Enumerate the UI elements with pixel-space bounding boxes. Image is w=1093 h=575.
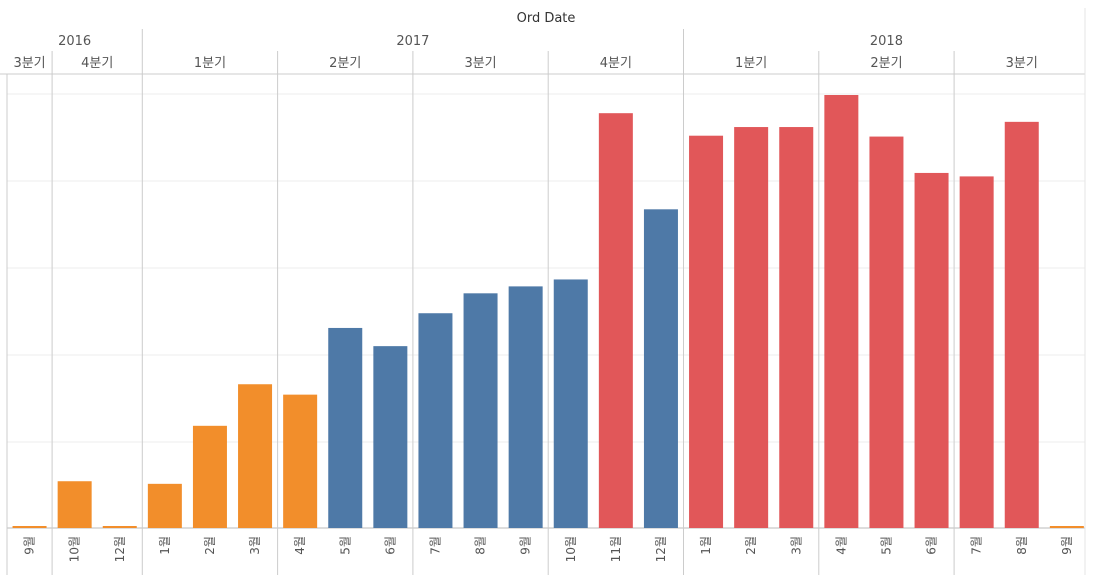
- month-label: 7월: [970, 536, 984, 555]
- quarter-label: 2분기: [870, 56, 902, 71]
- bar: [598, 113, 633, 528]
- year-label: 2016: [58, 34, 91, 49]
- month-label: 3월: [248, 536, 262, 555]
- quarter-label: 4분기: [81, 56, 113, 71]
- month-label: 7월: [428, 536, 442, 555]
- month-label: 4월: [834, 536, 848, 555]
- bar: [418, 313, 453, 528]
- month-label: 9월: [519, 536, 533, 555]
- bar: [463, 293, 498, 528]
- month-label: 12월: [654, 536, 668, 562]
- bar: [328, 327, 363, 528]
- bar: [734, 127, 769, 529]
- month-label: 9월: [23, 536, 37, 555]
- gridlines: [7, 93, 1085, 529]
- bar: [779, 127, 814, 529]
- bar: [192, 425, 227, 528]
- quarter-label: 2분기: [329, 56, 361, 71]
- month-label: 11월: [609, 536, 623, 562]
- quarter-label: 1분기: [194, 56, 226, 71]
- quarter-label: 3분기: [464, 56, 496, 71]
- bar: [373, 346, 408, 528]
- bar: [824, 95, 859, 528]
- quarter-label: 1분기: [735, 56, 767, 71]
- bar: [57, 481, 92, 528]
- year-label: 2017: [396, 34, 429, 49]
- month-label: 10월: [68, 536, 82, 562]
- month-label: 6월: [383, 536, 397, 555]
- bar: [147, 483, 182, 528]
- month-label: 3월: [789, 536, 803, 555]
- bar: [102, 526, 137, 528]
- bar: [553, 279, 588, 528]
- quarter-label: 4분기: [600, 56, 632, 71]
- month-label: 12월: [113, 536, 127, 562]
- bar: [689, 135, 724, 528]
- bar: [643, 209, 678, 528]
- month-label: 2월: [744, 536, 758, 555]
- month-label: 1월: [158, 536, 172, 555]
- quarter-label: 3분기: [13, 56, 45, 71]
- chart-title: Ord Date: [517, 11, 576, 26]
- bar: [869, 136, 904, 528]
- bar: [1049, 526, 1084, 528]
- bar: [12, 526, 47, 528]
- bar: [283, 394, 318, 528]
- bar: [914, 172, 949, 528]
- month-label: 4월: [293, 536, 307, 555]
- quarter-label: 3분기: [1006, 56, 1038, 71]
- month-label: 8월: [1015, 536, 1029, 555]
- month-label: 5월: [338, 536, 352, 555]
- bar: [508, 286, 543, 528]
- month-label: 2월: [203, 536, 217, 555]
- month-label: 5월: [879, 536, 893, 555]
- month-label: 10월: [564, 536, 578, 562]
- bar: [238, 384, 273, 528]
- year-label: 2018: [870, 34, 903, 49]
- month-label: 8월: [474, 536, 488, 555]
- bar: [959, 176, 994, 529]
- bar: [1004, 121, 1039, 528]
- month-label: 1월: [699, 536, 713, 555]
- month-label: 9월: [1060, 536, 1074, 555]
- month-label: 6월: [925, 536, 939, 555]
